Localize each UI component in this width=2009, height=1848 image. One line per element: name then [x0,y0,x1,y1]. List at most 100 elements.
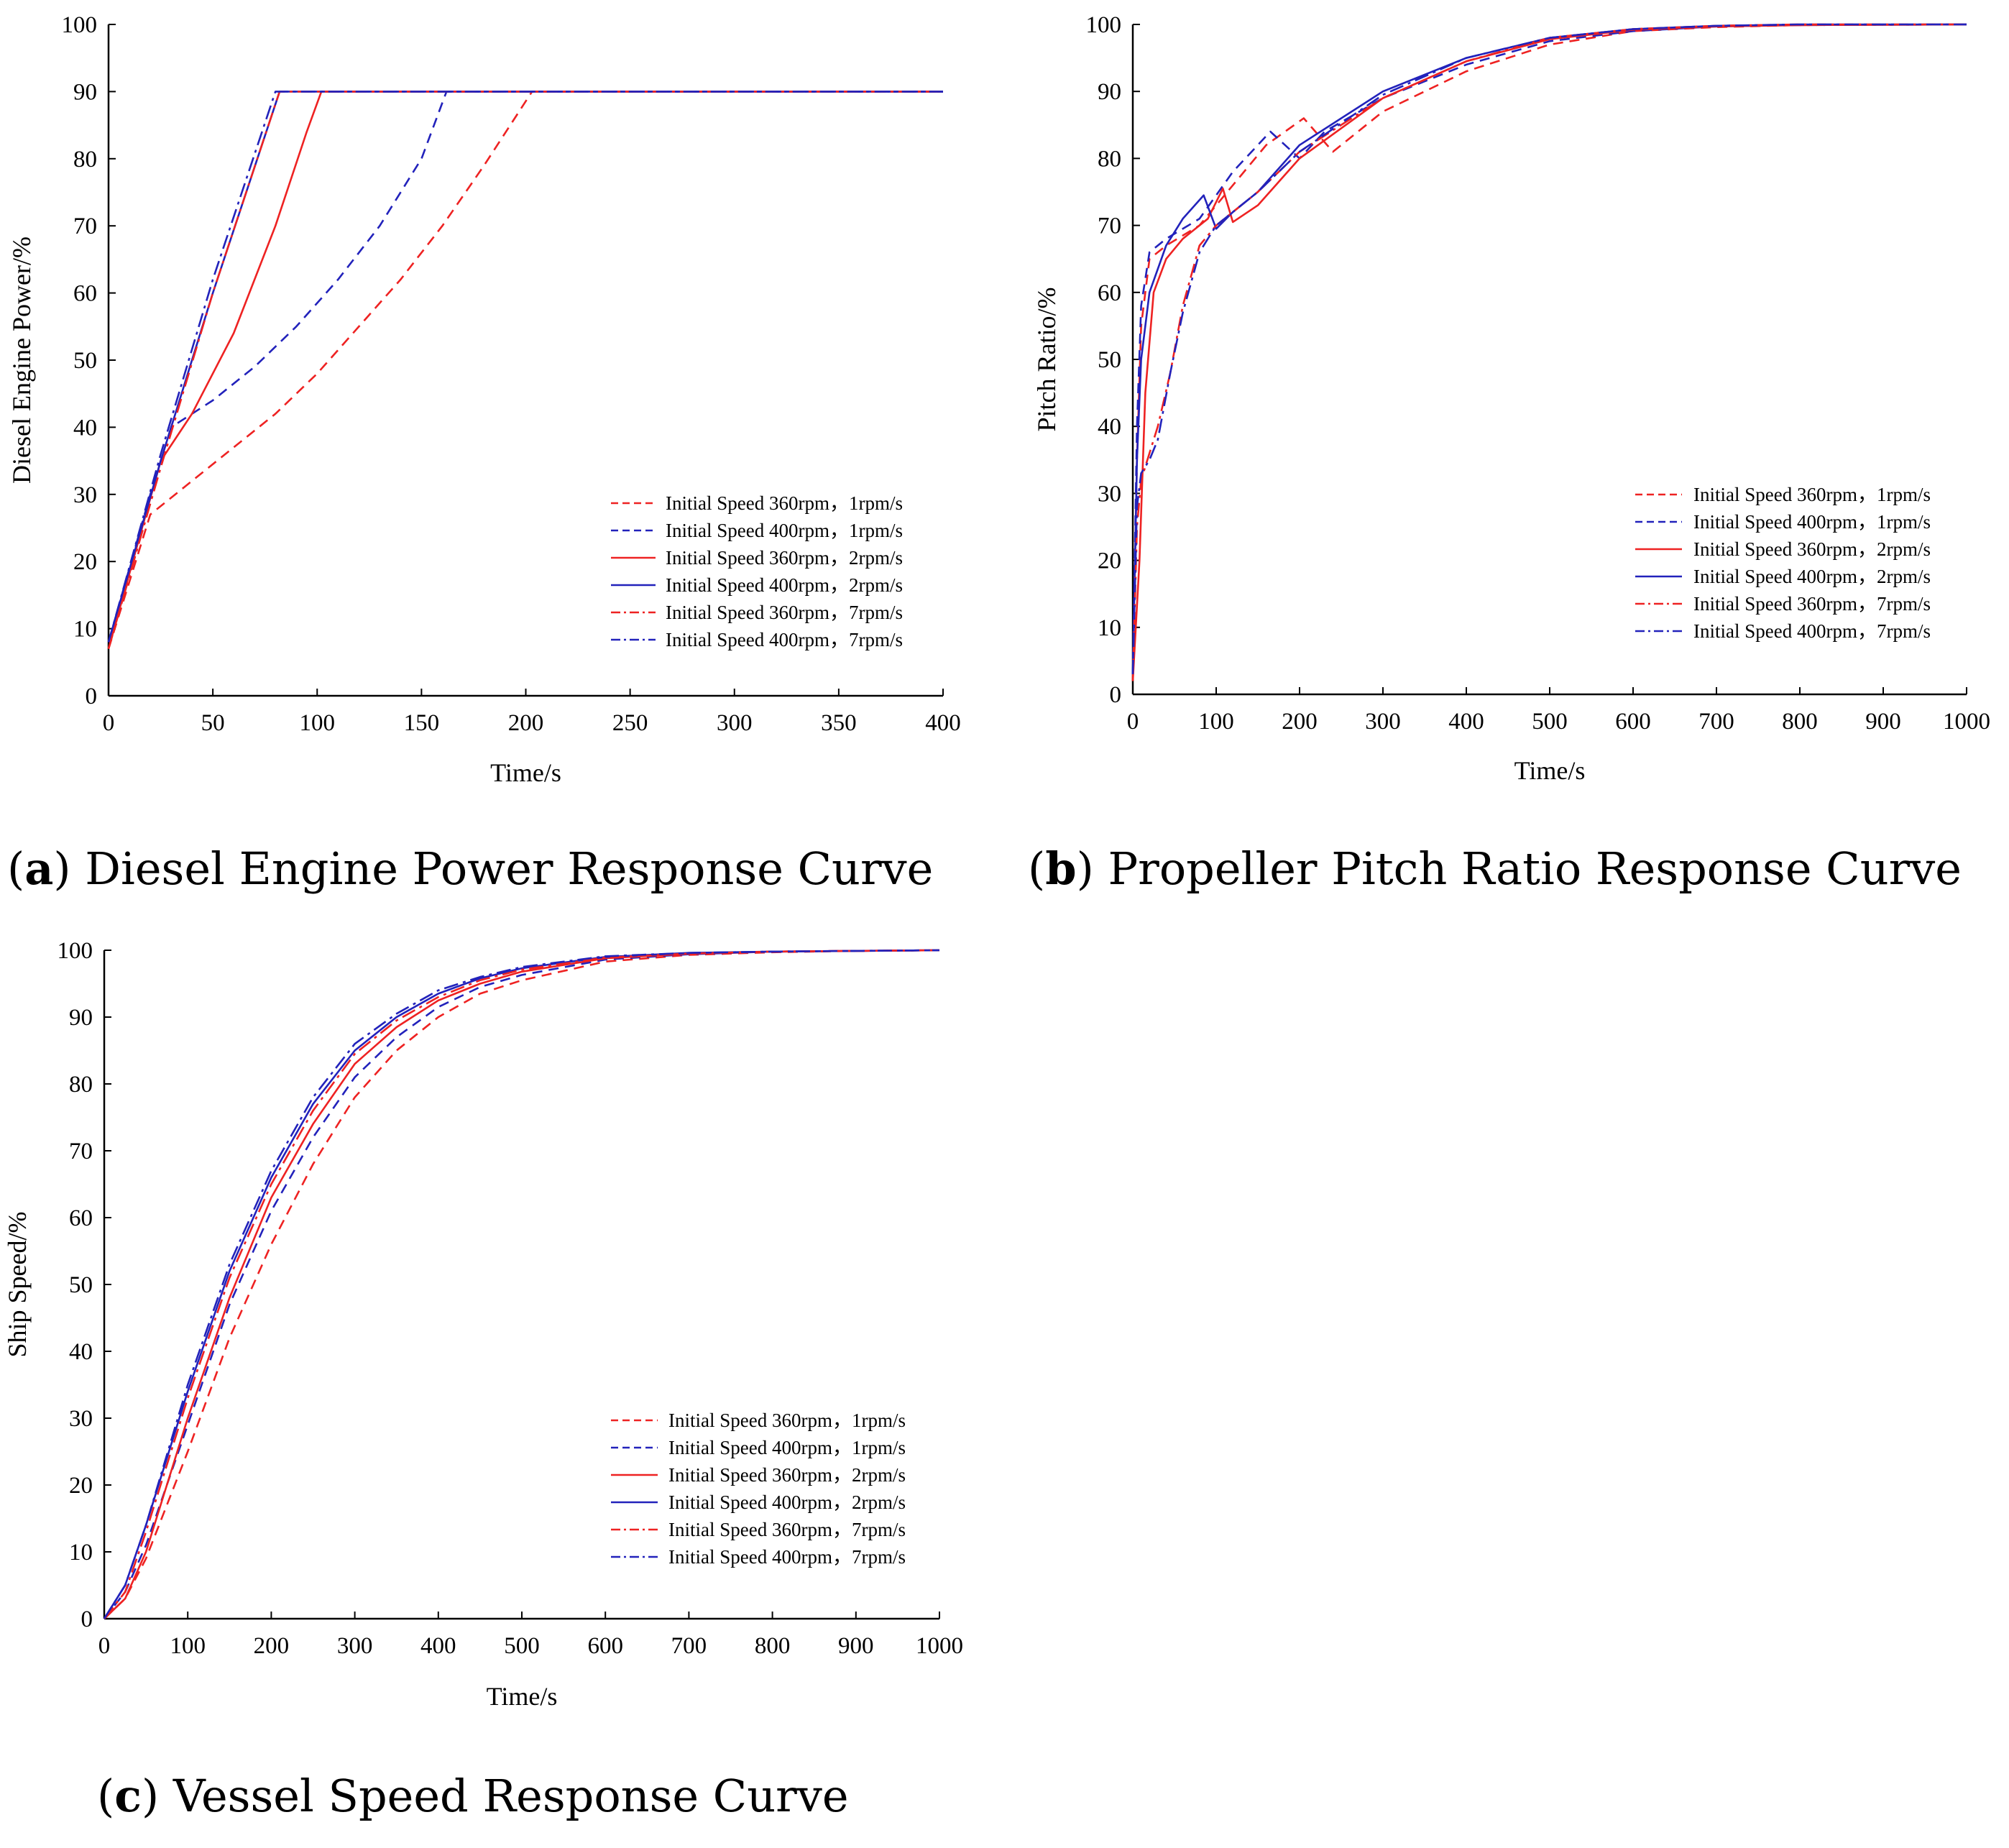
series-line-6 [107,91,943,643]
y-tick-label: 10 [69,1540,93,1566]
legend-entry-label: Initial Speed 360rpm，1rpm/s [668,1410,906,1431]
x-tick-label: 400 [1448,709,1484,735]
legend-entry-label: Initial Speed 400rpm，1rpm/s [1693,511,1931,533]
caption-paren-open: ( [1028,842,1045,895]
x-tick-label: 700 [671,1633,707,1659]
legend-entry-label: Initial Speed 360rpm，1rpm/s [1693,484,1931,505]
x-tick-label: 500 [504,1633,540,1659]
x-tick-label: 300 [1365,709,1401,735]
x-tick-label: 300 [717,710,753,736]
y-tick-label: 60 [1098,280,1121,306]
x-tick-label: 350 [821,710,857,736]
y-tick-label: 10 [1098,615,1121,641]
legend-entry-label: Initial Speed 360rpm，7rpm/s [668,1519,906,1540]
series-line-5 [1131,23,1967,681]
series-line-5 [103,949,940,1619]
y-tick-label: 0 [81,1606,93,1632]
y-tick-label: 0 [86,684,98,709]
y-tick-label: 20 [1098,548,1121,574]
legend-entry-label: Initial Speed 360rpm，2rpm/s [1693,538,1931,560]
x-tick-label: 1000 [916,1633,963,1659]
chart-a: 0 50 100 150 200 250 300 350 400 0 10 20 30 40 50 60 70 8… [7,12,961,895]
legend-entry-label: Initial Speed 400rpm，7rpm/s [666,629,903,651]
x-tick-label: 800 [755,1633,791,1659]
legend-entry-label: Initial Speed 360rpm，7rpm/s [666,602,903,623]
x-tick-label: 0 [98,1633,111,1659]
y-tick-label: 90 [1098,79,1121,105]
y-tick-label: 30 [1098,481,1121,507]
y-tick-label: 80 [1098,146,1121,172]
x-tick-label: 800 [1782,709,1818,735]
y-tick-label: 60 [69,1205,93,1231]
caption-paren-open: ( [97,1770,114,1822]
x-tick-label: 200 [1282,709,1318,735]
series-line-1 [104,949,940,1619]
series-line-1 [107,91,943,649]
x-tick-label: 400 [420,1633,456,1659]
x-tick-label: 100 [1198,709,1234,735]
y-tick-label: 80 [73,147,97,173]
caption-c: (c) Vessel Speed Response Curve [97,1770,849,1822]
y-tick-label: 90 [69,1005,93,1031]
x-tick-label: 250 [612,710,648,736]
y-tick-label: 30 [69,1406,93,1432]
chart-c: 0 100 200 300 400 500 600 700 800 900 1000 0 10 20 30 4… [3,938,963,1822]
legend-entry-label: Initial Speed 360rpm，1rpm/s [666,492,903,514]
x-tick-label: 0 [103,710,115,736]
y-tick-label: 50 [69,1272,93,1298]
caption-text: Diesel Engine Power Response Curve [85,842,933,895]
x-tick-label: 400 [925,710,961,736]
caption-letter: b [1045,842,1076,895]
legend-entry-label: Initial Speed 400rpm，2rpm/s [1693,566,1931,587]
legend: Initial Speed 360rpm，1rpm/s Initial Speed… [611,492,903,651]
x-tick-label: 200 [508,710,544,736]
y-axis-label: Pitch Ratio/% [1032,288,1061,432]
caption-paren-open: ( [7,842,24,895]
x-axis-label: Time/s [490,758,561,787]
y-tick-label: 100 [58,938,93,964]
legend-entry-label: Initial Speed 400rpm，7rpm/s [668,1546,906,1568]
y-tick-label: 30 [73,482,97,508]
legend: Initial Speed 360rpm，1rpm/s Initial Speed… [611,1410,906,1568]
caption-text: Propeller Pitch Ratio Response Curve [1108,842,1962,895]
x-tick-label: 500 [1532,709,1568,735]
x-tick-label: 900 [838,1633,874,1659]
x-tick-label: 600 [587,1633,623,1659]
y-tick-label: 0 [1110,682,1122,708]
y-tick-label: 50 [1098,347,1121,373]
legend-entry-label: Initial Speed 400rpm，1rpm/s [668,1437,906,1458]
legend-entry-label: Initial Speed 360rpm，2rpm/s [668,1464,906,1486]
x-tick-label: 1000 [1943,709,1990,735]
y-tick-label: 90 [73,79,97,105]
chart-b: 0 100 200 300 400 500 600 700 800 900 1000 0 10 20 30 4… [1028,12,1990,895]
x-tick-label: 200 [254,1633,290,1659]
y-tick-label: 70 [1098,213,1121,239]
caption-paren-close: ) [142,1770,173,1822]
caption-letter: c [114,1770,142,1822]
legend-entry-label: Initial Speed 400rpm，2rpm/s [666,574,903,596]
caption-text: Vessel Speed Response Curve [173,1770,849,1822]
caption-letter: a [24,842,53,895]
legend-entry-label: Initial Speed 360rpm，2rpm/s [666,547,903,569]
y-tick-label: 60 [73,281,97,307]
caption-b: (b) Propeller Pitch Ratio Response Curve [1028,842,1962,895]
legend-entry-label: Initial Speed 400rpm，1rpm/s [666,520,903,541]
legend-entry-label: Initial Speed 400rpm，7rpm/s [1693,620,1931,642]
y-tick-label: 100 [62,12,98,38]
x-tick-label: 100 [170,1633,206,1659]
legend: Initial Speed 360rpm，1rpm/s Initial Speed… [1635,484,1931,642]
y-tick-label: 70 [69,1139,93,1164]
y-tick-label: 100 [1086,12,1122,38]
y-tick-label: 40 [69,1339,93,1365]
y-tick-label: 10 [73,617,97,643]
y-tick-label: 40 [1098,414,1121,440]
x-tick-label: 100 [300,710,336,736]
x-tick-label: 0 [1127,709,1139,735]
y-tick-label: 50 [73,348,97,374]
x-axis-label: Time/s [1514,756,1586,785]
series-line-6 [103,949,940,1619]
y-tick-label: 20 [73,549,97,575]
legend-entry-label: Initial Speed 360rpm，7rpm/s [1693,593,1931,615]
y-axis-label: Ship Speed/% [3,1212,32,1358]
caption-paren-close: ) [53,842,85,895]
